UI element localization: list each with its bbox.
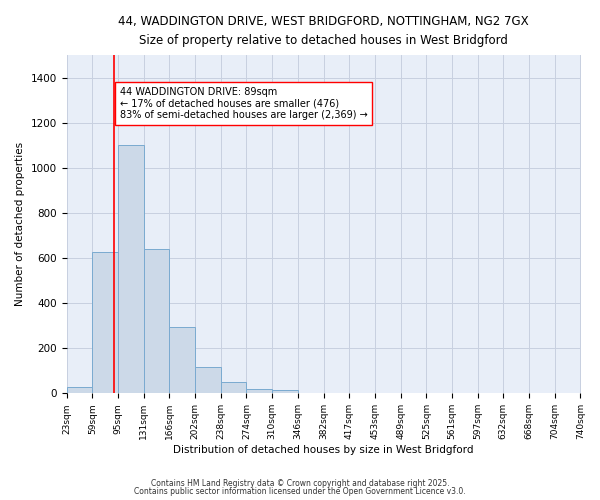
Text: Contains public sector information licensed under the Open Government Licence v3: Contains public sector information licen… (134, 487, 466, 496)
Title: 44, WADDINGTON DRIVE, WEST BRIDGFORD, NOTTINGHAM, NG2 7GX
Size of property relat: 44, WADDINGTON DRIVE, WEST BRIDGFORD, NO… (118, 15, 529, 47)
Bar (67, 386, 92, 394)
Bar (118, 146, 144, 394)
Bar (247, 389, 272, 394)
Bar (221, 382, 247, 394)
Text: 44 WADDINGTON DRIVE: 89sqm
← 17% of detached houses are smaller (476)
83% of sem: 44 WADDINGTON DRIVE: 89sqm ← 17% of deta… (119, 86, 367, 120)
Bar (272, 390, 298, 394)
Bar (195, 368, 221, 394)
X-axis label: Distribution of detached houses by size in West Bridgford: Distribution of detached houses by size … (173, 445, 474, 455)
Text: Contains HM Land Registry data © Crown copyright and database right 2025.: Contains HM Land Registry data © Crown c… (151, 478, 449, 488)
Bar (169, 327, 195, 394)
Bar (144, 249, 169, 394)
Y-axis label: Number of detached properties: Number of detached properties (15, 142, 25, 306)
Bar (92, 252, 118, 394)
